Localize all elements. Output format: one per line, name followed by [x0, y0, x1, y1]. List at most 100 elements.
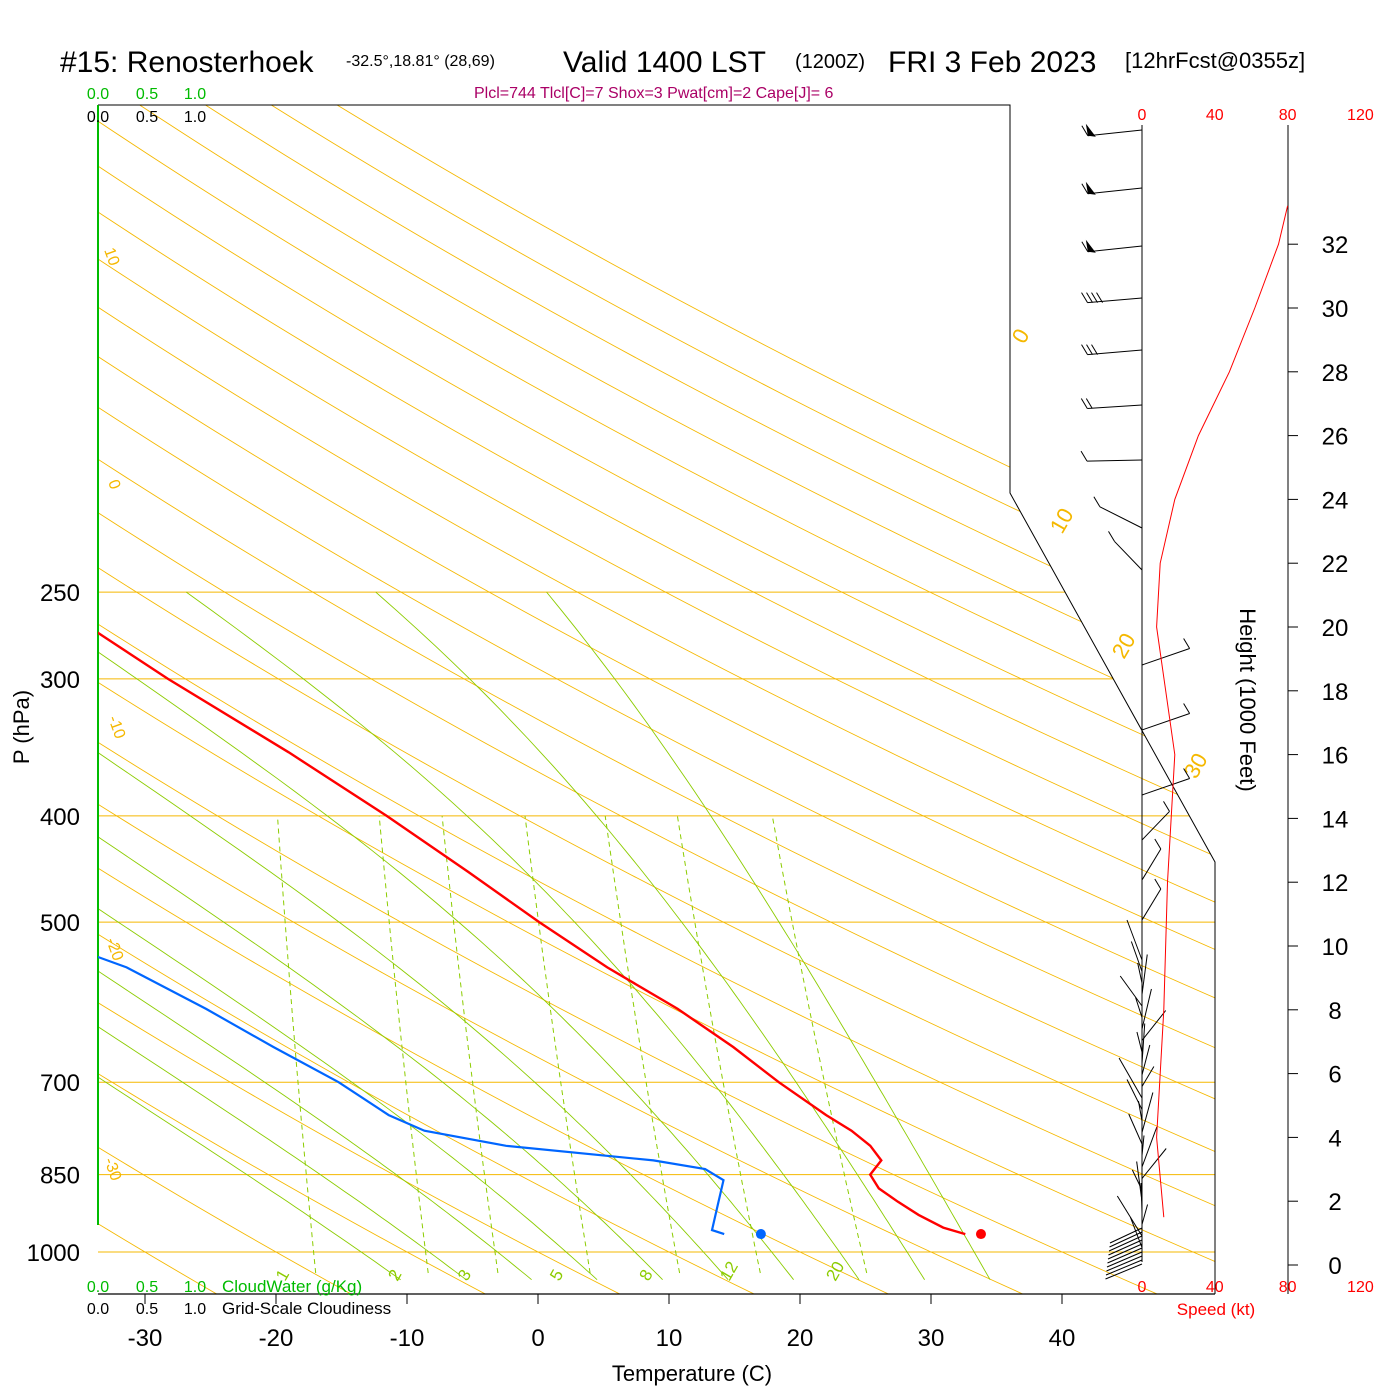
- wind-barb: [1141, 1010, 1167, 1041]
- wind-barb-feather: [1080, 450, 1088, 462]
- cloud-scale-tick: 0.0: [87, 86, 109, 103]
- wind-barb: [1137, 1100, 1143, 1122]
- height-tick-label: 22: [1322, 551, 1349, 578]
- cloudwater-label: CloudWater (g/Kg): [222, 1277, 362, 1296]
- speed-label: Speed (kt): [1177, 1300, 1255, 1319]
- wind-barb: [1141, 713, 1190, 731]
- speed-tick-label: 0: [1138, 107, 1147, 124]
- dry-adiabat: [98, 105, 757, 1294]
- dry-adiabat: [124, 105, 1215, 1294]
- mixing-ratio-label: 5: [546, 1266, 567, 1284]
- wind-barb: [1107, 1247, 1143, 1264]
- dry-adiabat-label: 30: [1179, 749, 1213, 783]
- dry-adiabat: [98, 105, 1215, 1294]
- wind-barb: [1108, 1239, 1143, 1256]
- cloud-scale-tick: 1.0: [184, 109, 206, 126]
- wind-barb: [1141, 1044, 1151, 1076]
- wind-barb: [1137, 962, 1143, 984]
- dry-adiabats: [98, 105, 1215, 1294]
- moist-adiabats: [98, 591, 991, 1281]
- pressure-tick-label: 1000: [27, 1240, 80, 1267]
- forecast-info: [12hrFcst@0355z]: [1125, 48, 1305, 73]
- wind-barb: [1108, 1235, 1143, 1252]
- wind-barb: [1130, 941, 1143, 972]
- x-tick-label: 40: [1049, 1325, 1076, 1352]
- valid-time: Valid 1400 LST: [563, 46, 766, 79]
- wind-barb: [1141, 1066, 1155, 1087]
- wind-barb-feather: [1183, 703, 1191, 714]
- dry-adiabat: [320, 105, 1215, 1294]
- moist-adiabat: [98, 591, 532, 1281]
- station-coords: -32.5°,18.81° (28,69): [346, 53, 495, 70]
- dry-adiabat: [98, 105, 1215, 1294]
- wind-barb-pennant: [1085, 239, 1096, 253]
- dry-adiabat: [98, 105, 1215, 1294]
- moist-adiabat: [98, 591, 729, 1280]
- height-tick-label: 2: [1328, 1189, 1341, 1216]
- height-tick-label: 12: [1322, 870, 1349, 897]
- temperature-profile: [98, 609, 966, 1236]
- wind-barb-feather: [1183, 638, 1191, 649]
- moist-adiabat: [98, 591, 598, 1281]
- profiles: [98, 609, 986, 1240]
- wind-barb-feather: [1086, 344, 1093, 355]
- wind-barb-feather: [1081, 241, 1089, 252]
- cloud-scale-tick: 0.0: [87, 1301, 109, 1318]
- x-axis-label: Temperature (C): [612, 1361, 772, 1386]
- wind-barb: [1141, 954, 1148, 995]
- wind-barb: [1087, 459, 1143, 462]
- dry-adiabat: [98, 105, 1215, 1294]
- wind-barb: [1141, 1023, 1146, 1064]
- mixing-ratio-lines: [277, 815, 868, 1274]
- dry-adiabat: [98, 105, 354, 1294]
- wind-barb-feather: [1081, 125, 1089, 136]
- wind-barb: [1107, 1243, 1143, 1260]
- wind-barb-feather: [1096, 292, 1103, 303]
- speed-tick-label: 40: [1206, 1279, 1224, 1296]
- x-tick-label: 30: [918, 1325, 945, 1352]
- x-tick-label: 0: [531, 1325, 544, 1352]
- cloud-scale-tick: 0.5: [136, 109, 158, 126]
- wind-barb-feather: [1086, 292, 1093, 303]
- dry-adiabat: [98, 105, 622, 1294]
- height-tick-label: 20: [1322, 615, 1349, 642]
- wind-barb: [1109, 1227, 1143, 1244]
- height-tick-label: 18: [1322, 679, 1349, 706]
- dewpoint-profile: [98, 610, 725, 1236]
- cloud-scale-tick: 0.0: [87, 1279, 109, 1296]
- speed-tick-label: 0: [1138, 1279, 1147, 1296]
- height-tick-label: 10: [1322, 934, 1349, 961]
- dry-adiabat: [98, 105, 1215, 1294]
- pressure-tick-label: 850: [40, 1163, 80, 1190]
- dry-adiabat-label: 20: [1107, 629, 1141, 663]
- mixing-ratio-label: 20: [822, 1258, 848, 1284]
- wind-barb: [1141, 1126, 1158, 1168]
- wind-barb-feather: [1108, 531, 1115, 542]
- wind-speed-profile: [1156, 205, 1289, 1218]
- speed-tick-label: 80: [1279, 1279, 1297, 1296]
- cloud-scale-tick: 0.5: [136, 86, 158, 103]
- mixing-ratio-line: [277, 815, 317, 1274]
- height-tick-label: 0: [1328, 1253, 1341, 1280]
- x-axis-ticks: -30 -20 -10 0 10 20 30 40: [128, 1294, 1076, 1352]
- moist-adiabat: [546, 591, 991, 1280]
- station-title: #15: Renosterhoek: [60, 46, 315, 79]
- dry-adiabat-label: 10: [1045, 504, 1079, 538]
- height-tick-label: 32: [1322, 232, 1349, 259]
- height-tick-label: 4: [1328, 1125, 1341, 1152]
- stability-indices: Plcl=744 Tlcl[C]=7 Shox=3 Pwat[cm]=2 Cap…: [474, 85, 834, 102]
- wind-barb-feather: [1091, 344, 1098, 355]
- wind-barb: [1106, 1255, 1143, 1272]
- wind-barb: [1141, 848, 1162, 881]
- pressure-tick-label: 500: [40, 910, 80, 937]
- dry-adiabat: [98, 105, 1215, 1294]
- wind-barb-pennant: [1085, 181, 1096, 195]
- dry-adiabat-label: 0: [1007, 324, 1035, 347]
- wind-barb: [1109, 1231, 1143, 1248]
- surface-temperature-marker: [975, 1229, 986, 1240]
- wind-barb: [1118, 1057, 1143, 1099]
- wind-barb: [1141, 1204, 1149, 1225]
- pressure-tick-label: 250: [40, 580, 80, 607]
- wind-barb: [1135, 997, 1143, 1018]
